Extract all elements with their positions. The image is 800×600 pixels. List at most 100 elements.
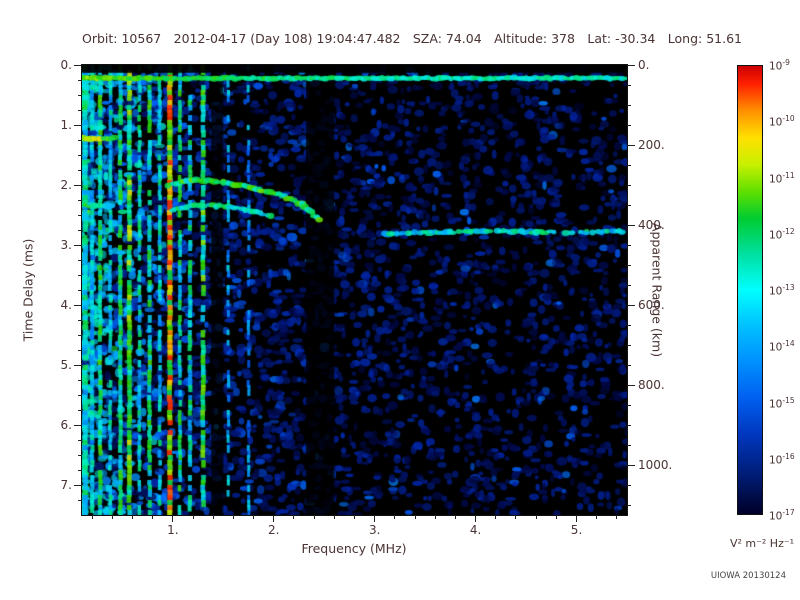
y2-tick-label: 600. [638, 298, 665, 312]
y-tick [74, 304, 82, 306]
colorbar-tick-label: 10-9 [769, 57, 790, 73]
y-tick [74, 184, 82, 186]
y-tick-label: 5. [60, 358, 72, 372]
y2-minor-tick [627, 124, 631, 126]
y-tick [74, 124, 82, 126]
header-field-1: 2012-04-17 (Day 108) 19:04:47.482 [173, 31, 401, 46]
y2-tick [627, 464, 635, 466]
x-minor-tick [596, 515, 598, 519]
y-tick [74, 64, 82, 66]
x-minor-tick [232, 515, 234, 519]
x-minor-tick [454, 515, 456, 519]
header-field-5: Long: 51.61 [667, 31, 742, 46]
y-axis-title: Time Delay (ms) [20, 238, 36, 342]
y-minor-tick [78, 349, 82, 351]
colorbar-tick-label: 10-17 [769, 507, 795, 523]
y-minor-tick [78, 469, 82, 471]
credit-text: UIOWA 20130124 [710, 571, 786, 581]
y-tick-label: 3. [60, 238, 72, 252]
y-tick-label: 0. [60, 58, 72, 72]
y2-minor-tick [627, 484, 631, 486]
x-tick [172, 515, 174, 522]
y-minor-tick [78, 319, 82, 321]
y2-tick [627, 304, 635, 306]
y-minor-tick [78, 94, 82, 96]
y2-tick-label: 1000. [638, 458, 673, 472]
y-tick-label: 2. [60, 178, 72, 192]
colorbar [737, 65, 763, 515]
y2-axis-title: Apparent Range (km) [649, 222, 665, 358]
y-minor-tick [78, 79, 82, 81]
y2-minor-tick [627, 244, 631, 246]
y-minor-tick [78, 274, 82, 276]
y2-minor-tick [627, 164, 631, 166]
y2-minor-tick [627, 84, 631, 86]
colorbar-tick-label: 10-16 [769, 451, 795, 467]
colorbar-tick-label: 10-10 [769, 114, 795, 129]
y-tick [74, 364, 82, 366]
y-minor-tick [78, 409, 82, 411]
y2-minor-tick [627, 344, 631, 346]
y-tick [74, 484, 82, 486]
x-minor-tick [293, 515, 295, 519]
header-field-3: Altitude: 378 [494, 31, 575, 46]
y2-tick-label: 0. [638, 58, 650, 72]
y2-tick-label: 800. [638, 378, 665, 392]
y-minor-tick [78, 109, 82, 111]
colorbar-units: V² m⁻² Hz⁻¹ [729, 537, 795, 550]
x-tick [273, 515, 275, 522]
x-minor-tick [555, 515, 557, 519]
y-minor-tick [78, 289, 82, 291]
y-minor-tick [78, 214, 82, 216]
y2-minor-tick [627, 204, 631, 206]
y-minor-tick [78, 379, 82, 381]
colorbar-tick-label: 10-15 [769, 395, 795, 410]
x-tick-label: 3. [368, 523, 381, 537]
y2-minor-tick [627, 364, 631, 366]
x-axis-title: Frequency (MHz) [301, 541, 407, 556]
y2-minor-tick [627, 104, 631, 106]
x-tick [576, 515, 578, 522]
y2-tick [627, 64, 635, 66]
y-minor-tick [78, 169, 82, 171]
y2-minor-tick [627, 504, 631, 506]
y-minor-tick [78, 229, 82, 231]
y2-minor-tick [627, 284, 631, 286]
colorbar-tick-label: 10-12 [769, 226, 795, 242]
y2-tick [627, 384, 635, 386]
y2-minor-tick [627, 324, 631, 326]
y2-tick [627, 224, 635, 226]
y-minor-tick [78, 334, 82, 336]
x-minor-tick [535, 515, 537, 519]
x-minor-tick [495, 515, 497, 519]
y-tick [74, 424, 82, 426]
y-tick-label: 4. [60, 298, 72, 312]
y2-tick-label: 200. [638, 138, 665, 152]
y-minor-tick [78, 439, 82, 441]
x-tick-label: 4. [469, 523, 482, 537]
y2-tick [627, 144, 635, 146]
header-field-2: SZA: 74.04 [412, 31, 482, 46]
y2-minor-tick [627, 404, 631, 406]
y-minor-tick [78, 259, 82, 261]
header-metadata: Orbit: 10567 2012-04-17 (Day 108) 19:04:4… [82, 31, 742, 46]
y-minor-tick [78, 199, 82, 201]
x-minor-tick [354, 515, 355, 519]
y2-minor-tick [627, 264, 631, 266]
x-minor-tick [253, 515, 255, 519]
y-minor-tick [78, 139, 82, 141]
colorbar-tick-label: 10-11 [769, 170, 795, 185]
x-tick [374, 515, 376, 522]
y-minor-tick [78, 394, 82, 396]
x-minor-tick [111, 515, 113, 519]
y-tick-label: 1. [60, 118, 72, 132]
header-field-0: Orbit: 10567 [82, 31, 162, 46]
y2-tick-label: 400. [638, 218, 665, 232]
x-minor-tick [414, 515, 416, 519]
x-minor-tick [616, 515, 618, 519]
x-tick-label: 2. [268, 523, 280, 537]
colorbar-tick-label: 10-13 [769, 282, 795, 298]
y2-minor-tick [627, 424, 631, 426]
y-minor-tick [78, 454, 82, 456]
x-minor-tick [313, 515, 315, 519]
